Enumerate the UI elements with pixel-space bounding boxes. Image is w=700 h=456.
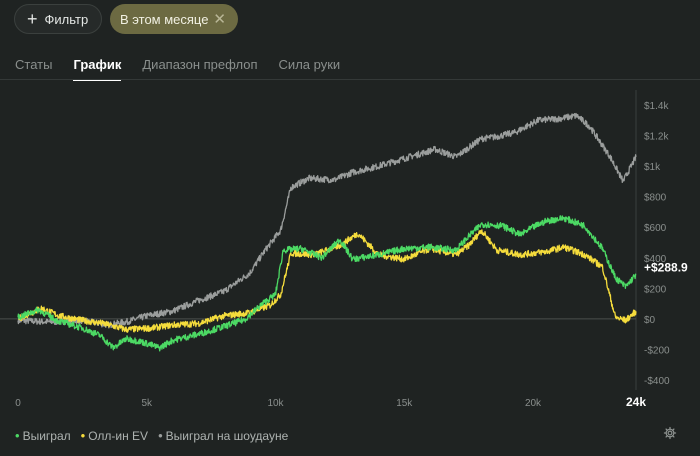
- y-tick-label: -$200: [644, 345, 670, 356]
- close-icon[interactable]: ✕: [213, 10, 226, 28]
- legend-dot-icon: •: [80, 428, 86, 443]
- y-tick-label: $200: [644, 284, 667, 295]
- x-tick-label: 10k: [267, 398, 284, 409]
- legend-dot-icon: •: [158, 428, 163, 443]
- x-tick-label: 20k: [525, 398, 542, 409]
- chart-legend: • Выиграл • Олл-ин EV • Выиграл на шоудауне: [15, 428, 288, 443]
- add-filter-button[interactable]: + Фильтр: [14, 4, 102, 34]
- x-tick-label: 15k: [396, 398, 413, 409]
- winnings-chart: $1.4k $1.2k $1k $800 $600 $400 $200 $0 -$200 -$40…: [0, 90, 688, 409]
- legend-item-showdown[interactable]: • Выиграл на шоудауне: [158, 428, 288, 443]
- y-tick-label: $0: [644, 315, 656, 326]
- tab-bar: Статы График Диапазон префлоп Сила руки: [15, 57, 361, 81]
- legend-item-won[interactable]: • Выиграл: [15, 428, 71, 443]
- series-line: [17, 112, 637, 329]
- x-tick-label: 5k: [141, 398, 153, 409]
- add-filter-label: Фильтр: [44, 11, 89, 27]
- y-tick-label: -$400: [644, 376, 670, 387]
- y-tick-label: $800: [644, 193, 667, 204]
- y-tick-label: $1.4k: [644, 101, 669, 112]
- end-value-label: +$288.9: [644, 261, 688, 275]
- x-tick-label: 0: [15, 398, 21, 409]
- series-line: [17, 229, 637, 333]
- tab-hand-strength[interactable]: Сила руки: [278, 57, 341, 72]
- legend-label: Выиграл на шоудауне: [165, 429, 289, 443]
- tab-stats[interactable]: Статы: [15, 57, 53, 72]
- x-tick-label: 24k: [626, 395, 646, 409]
- legend-dot-icon: •: [15, 428, 20, 443]
- period-filter-label: В этом месяце: [120, 11, 209, 27]
- series-line: [17, 215, 637, 352]
- gear-icon[interactable]: [663, 426, 677, 440]
- legend-item-allin-ev[interactable]: • Олл-ин EV: [81, 428, 148, 443]
- tab-graph[interactable]: График: [73, 57, 121, 81]
- legend-label: Олл-ин EV: [88, 429, 149, 443]
- tabs-divider: [0, 79, 700, 80]
- y-tick-label: $1.2k: [644, 132, 669, 143]
- y-tick-label: $1k: [644, 162, 661, 173]
- period-filter-chip[interactable]: В этом месяце ✕: [110, 4, 238, 34]
- plus-icon: +: [27, 9, 38, 29]
- y-tick-label: $600: [644, 223, 667, 234]
- legend-label: Выиграл: [22, 429, 71, 443]
- filter-toolbar: + Фильтр В этом месяце ✕: [14, 4, 238, 34]
- tab-preflop-range[interactable]: Диапазон префлоп: [142, 57, 258, 72]
- y-tick-label: $400: [644, 254, 667, 265]
